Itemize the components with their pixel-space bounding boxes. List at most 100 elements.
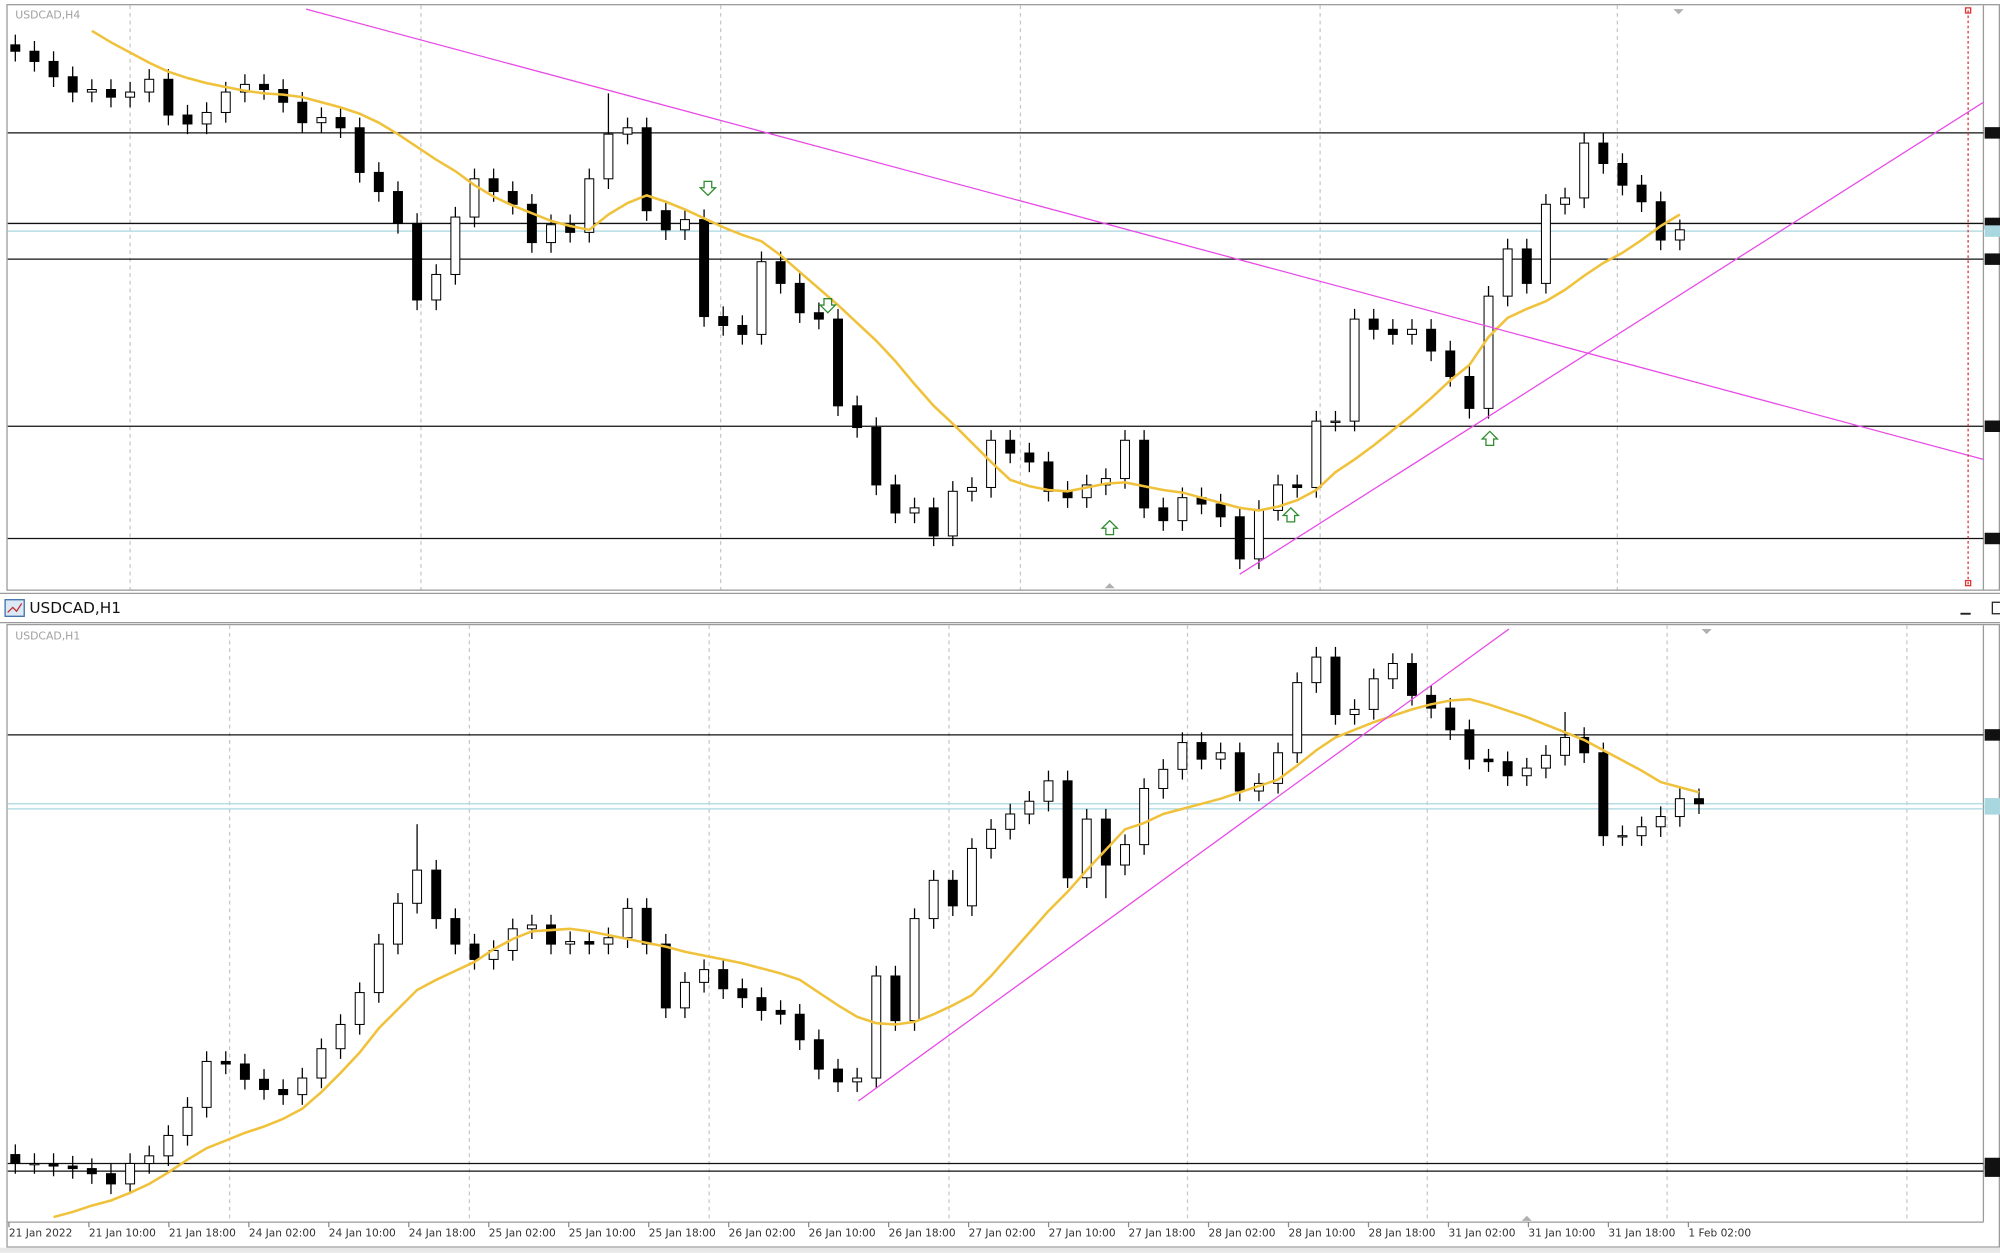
candle-body [1081,818,1092,879]
h1-title-bar [0,593,2000,623]
candle-body [794,1013,805,1041]
time-label: 27 Jan 18:00 [1129,1228,1196,1240]
window-caption: USDCAD,H1 [29,599,121,617]
candle-body [1560,197,1571,205]
candle-body [1024,452,1035,463]
candle-body [679,981,690,1009]
candle-body [890,484,901,514]
candle-body [1158,768,1169,789]
candle-body [1139,439,1150,509]
candle-body [1655,816,1666,828]
candle-body [1292,484,1303,488]
trend-line[interactable] [305,8,1984,461]
candle-body [412,222,423,301]
candle-body [813,312,824,320]
candle-body [833,1068,843,1083]
candle-body [1273,484,1284,511]
candle-body [603,937,614,945]
candle-body [1598,142,1609,164]
candle-body [10,44,21,52]
candle-body [29,50,40,62]
candle-body [584,941,595,945]
time-label: 26 Jan 10:00 [809,1228,876,1240]
time-label: 25 Jan 10:00 [569,1228,636,1240]
candle-body [144,78,155,93]
candle-body [1081,484,1092,499]
candle-body [775,1009,786,1015]
candle-body [182,1106,193,1136]
candle-body [1062,780,1073,879]
candle-body [1234,516,1245,560]
candle-body [1330,420,1341,423]
candle-body [450,216,461,275]
candle-body [1521,248,1532,284]
ask-tag [1984,798,2000,810]
candle-body [488,178,499,193]
candle-body [259,1078,270,1091]
shift-marker [1673,9,1684,15]
shift-marker [1701,629,1712,635]
candle-body [565,941,576,945]
candle-body [1368,318,1379,330]
candle-body [1005,813,1016,830]
icon-frame [4,599,25,617]
candle-body [986,439,997,488]
candle-body [105,1173,116,1185]
candle-body [1694,798,1704,805]
candle-body [660,943,671,1009]
candle-body [641,127,652,212]
candle-body [335,117,346,129]
trend-line[interactable] [858,628,1510,1102]
h4-frame [6,4,2000,591]
candle-body [1100,818,1111,866]
candle-body [622,127,633,135]
candle-body [297,101,308,124]
candle-body [526,924,537,930]
price-level-tag [1984,420,2000,432]
price-level-tag [1984,1165,2000,1177]
signal-arrows [698,180,1499,536]
candle-body [584,178,595,233]
candle-body [1177,742,1188,770]
candle-body [412,869,423,904]
candle-body [1674,229,1685,241]
candle-body [947,490,958,537]
time-label: 1 Feb 02:00 [1688,1228,1751,1240]
candle-body [182,114,193,125]
candle-body [1540,203,1551,284]
h1-objects [858,628,1510,1102]
line-handle[interactable] [1964,7,1972,14]
candle-body [278,1089,289,1096]
candle-body [259,83,270,91]
candle-body [86,88,97,93]
candle-body [1445,707,1456,731]
h1-frame [6,623,2000,1248]
candle-body [316,117,327,124]
candle-body [1215,752,1226,760]
candle-body [1502,248,1513,297]
candle-body [1407,328,1417,335]
candle-body [966,486,977,492]
time-label: 28 Jan 10:00 [1289,1228,1356,1240]
candle-body [775,261,786,284]
candle-body [67,1165,78,1170]
candle-body [1234,752,1245,792]
candle-body [1636,826,1647,837]
trend-line[interactable] [1239,101,1984,575]
h1-time-labels: 21 Jan 2022 21 Jan 10:00 21 Jan 18:00 24 Ja… [8,1222,1751,1240]
candle-body [1368,678,1379,710]
arrow-up [1480,430,1499,447]
time-label: 24 Jan 10:00 [329,1228,396,1240]
time-label: 27 Jan 02:00 [969,1228,1036,1240]
candle-body [1426,328,1437,352]
time-label: 26 Jan 02:00 [729,1228,796,1240]
candle-body [1158,507,1169,522]
maximize-button[interactable] [1991,601,2000,615]
line-handle[interactable] [1964,579,1972,587]
candle-body [431,273,442,301]
candle-body [603,133,614,180]
time-label: 28 Jan 18:00 [1368,1228,1435,1240]
candle-body [1636,184,1647,203]
